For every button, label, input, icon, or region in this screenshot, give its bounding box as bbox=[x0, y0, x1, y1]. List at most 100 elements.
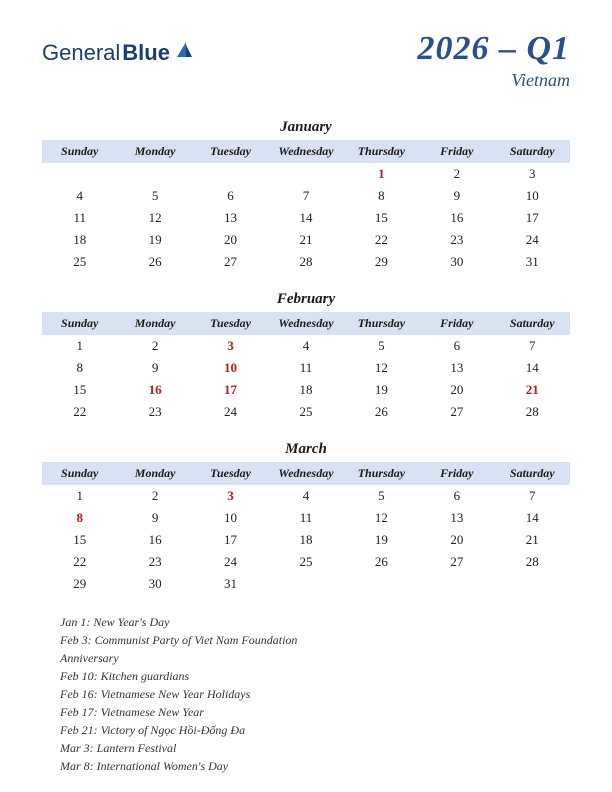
calendar-cell bbox=[495, 573, 570, 595]
calendar-cell: 13 bbox=[419, 357, 494, 379]
calendar-cell: 9 bbox=[419, 185, 494, 207]
holiday-line: Feb 16: Vietnamese New Year Holidays bbox=[60, 685, 352, 703]
header: GeneralBlue 2026 – Q1 Vietnam bbox=[42, 30, 570, 91]
calendar-table: SundayMondayTuesdayWednesdayThursdayFrid… bbox=[42, 312, 570, 423]
logo-text-1: General bbox=[42, 40, 120, 66]
calendar-cell: 30 bbox=[419, 251, 494, 273]
day-header: Thursday bbox=[344, 462, 419, 485]
calendar-cell: 5 bbox=[117, 185, 192, 207]
month-block: February SundayMondayTuesdayWednesdayThur… bbox=[42, 291, 570, 423]
calendar-cell: 8 bbox=[344, 185, 419, 207]
calendar-cell: 14 bbox=[495, 357, 570, 379]
calendars-container: JanuarySundayMondayTuesdayWednesdayThurs… bbox=[42, 119, 570, 595]
calendar-row: 22232425262728 bbox=[42, 401, 570, 423]
calendar-cell: 8 bbox=[42, 507, 117, 529]
calendar-cell: 6 bbox=[419, 485, 494, 507]
holiday-list: Jan 1: New Year's DayFeb 3: Communist Pa… bbox=[42, 613, 352, 775]
day-header: Thursday bbox=[344, 140, 419, 163]
holiday-line: Jan 1: New Year's Day bbox=[60, 613, 352, 631]
calendar-cell: 10 bbox=[495, 185, 570, 207]
day-header: Friday bbox=[419, 462, 494, 485]
holiday-line: Feb 21: Victory of Ngọc Hồi-Đống Đa bbox=[60, 721, 352, 739]
calendar-cell: 25 bbox=[268, 551, 343, 573]
calendar-cell: 26 bbox=[344, 551, 419, 573]
day-header: Tuesday bbox=[193, 462, 268, 485]
calendar-cell: 22 bbox=[344, 229, 419, 251]
calendar-cell: 24 bbox=[193, 401, 268, 423]
holiday-line: Feb 10: Kitchen guardians bbox=[60, 667, 352, 685]
calendar-cell bbox=[268, 573, 343, 595]
calendar-cell: 18 bbox=[268, 529, 343, 551]
calendar-cell: 11 bbox=[42, 207, 117, 229]
calendar-cell: 22 bbox=[42, 401, 117, 423]
calendar-cell: 20 bbox=[419, 379, 494, 401]
day-header: Thursday bbox=[344, 312, 419, 335]
title-block: 2026 – Q1 Vietnam bbox=[417, 30, 570, 91]
calendar-cell: 25 bbox=[42, 251, 117, 273]
holiday-line: Mar 3: Lantern Festival bbox=[60, 739, 352, 757]
calendar-cell: 23 bbox=[117, 401, 192, 423]
calendar-cell: 23 bbox=[117, 551, 192, 573]
day-header: Sunday bbox=[42, 462, 117, 485]
calendar-cell bbox=[193, 163, 268, 185]
calendar-cell: 14 bbox=[495, 507, 570, 529]
calendar-table: SundayMondayTuesdayWednesdayThursdayFrid… bbox=[42, 140, 570, 273]
calendar-cell: 27 bbox=[419, 401, 494, 423]
month-name: January bbox=[42, 119, 570, 136]
calendar-row: 15161718192021 bbox=[42, 379, 570, 401]
month-block: January SundayMondayTuesdayWednesdayThurs… bbox=[42, 119, 570, 273]
calendar-cell: 3 bbox=[193, 485, 268, 507]
calendar-cell: 12 bbox=[344, 507, 419, 529]
month-block: MarchSundayMondayTuesdayWednesdayThursda… bbox=[42, 441, 570, 595]
month-name: March bbox=[42, 441, 570, 458]
day-header: Monday bbox=[117, 312, 192, 335]
calendar-cell: 28 bbox=[268, 251, 343, 273]
calendar-cell: 11 bbox=[268, 507, 343, 529]
calendar-cell: 30 bbox=[117, 573, 192, 595]
calendar-row: 15161718192021 bbox=[42, 529, 570, 551]
calendar-cell: 28 bbox=[495, 401, 570, 423]
calendar-cell: 4 bbox=[42, 185, 117, 207]
calendar-cell: 25 bbox=[268, 401, 343, 423]
day-header: Saturday bbox=[495, 140, 570, 163]
calendar-cell: 5 bbox=[344, 485, 419, 507]
calendar-cell: 13 bbox=[193, 207, 268, 229]
calendar-cell: 16 bbox=[419, 207, 494, 229]
calendar-cell: 16 bbox=[117, 379, 192, 401]
calendar-cell bbox=[344, 573, 419, 595]
day-header: Tuesday bbox=[193, 312, 268, 335]
calendar-cell: 22 bbox=[42, 551, 117, 573]
day-header: Monday bbox=[117, 140, 192, 163]
holiday-line: Mar 8: International Women's Day bbox=[60, 757, 352, 775]
logo-sail-icon bbox=[174, 40, 194, 66]
calendar-cell: 9 bbox=[117, 507, 192, 529]
calendar-row: 22232425262728 bbox=[42, 551, 570, 573]
calendar-cell: 14 bbox=[268, 207, 343, 229]
day-header: Sunday bbox=[42, 312, 117, 335]
calendar-cell: 21 bbox=[268, 229, 343, 251]
calendar-cell: 12 bbox=[344, 357, 419, 379]
calendar-cell: 13 bbox=[419, 507, 494, 529]
calendar-row: 293031 bbox=[42, 573, 570, 595]
calendar-cell: 1 bbox=[344, 163, 419, 185]
calendar-cell: 29 bbox=[42, 573, 117, 595]
calendar-cell: 5 bbox=[344, 335, 419, 357]
month-name: February bbox=[42, 291, 570, 308]
logo: GeneralBlue bbox=[42, 40, 194, 66]
day-header: Wednesday bbox=[268, 462, 343, 485]
calendar-cell: 19 bbox=[344, 379, 419, 401]
holiday-line: Feb 17: Vietnamese New Year bbox=[60, 703, 352, 721]
calendar-cell bbox=[419, 573, 494, 595]
calendar-cell: 1 bbox=[42, 485, 117, 507]
calendar-cell: 17 bbox=[193, 379, 268, 401]
calendar-cell: 18 bbox=[268, 379, 343, 401]
calendar-cell: 3 bbox=[193, 335, 268, 357]
calendar-cell: 21 bbox=[495, 379, 570, 401]
calendar-cell: 10 bbox=[193, 507, 268, 529]
calendar-cell: 2 bbox=[117, 485, 192, 507]
day-header: Saturday bbox=[495, 312, 570, 335]
calendar-cell: 19 bbox=[117, 229, 192, 251]
calendar-cell: 15 bbox=[42, 379, 117, 401]
calendar-cell: 31 bbox=[495, 251, 570, 273]
day-header: Friday bbox=[419, 140, 494, 163]
